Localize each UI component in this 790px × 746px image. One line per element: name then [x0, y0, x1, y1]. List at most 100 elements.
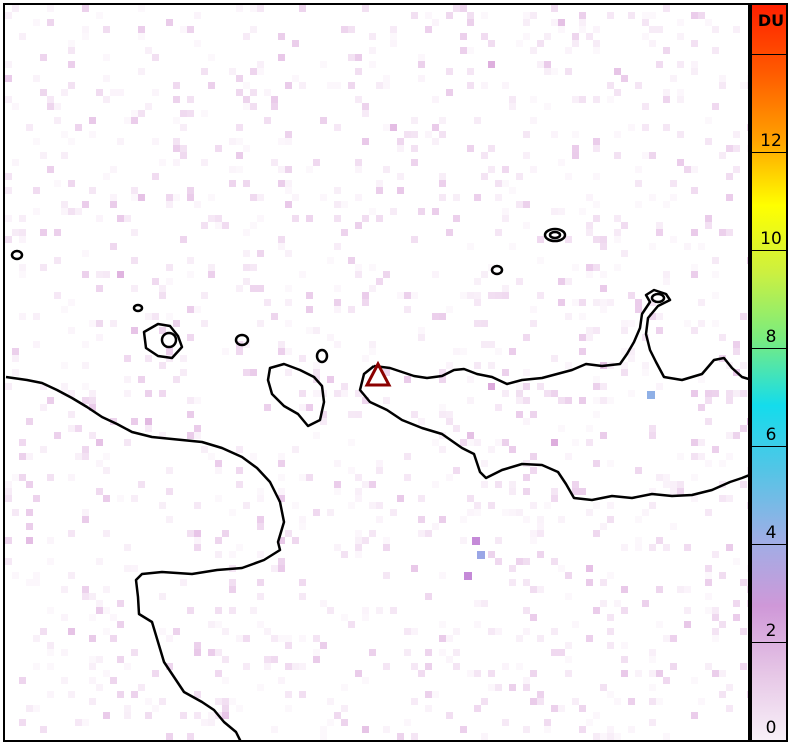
so2-pixel	[187, 397, 194, 404]
so2-pixel	[544, 68, 551, 75]
so2-pixel	[642, 600, 649, 607]
so2-pixel	[488, 61, 495, 68]
so2-pixel	[313, 656, 320, 663]
so2-pixel	[656, 61, 663, 68]
so2-pixel	[502, 663, 509, 670]
so2-pixel	[68, 208, 75, 215]
so2-pixel	[439, 131, 446, 138]
so2-pixel	[691, 327, 698, 334]
so2-pixel	[110, 166, 117, 173]
so2-pixel	[131, 565, 138, 572]
so2-pixel	[145, 712, 152, 719]
so2-pixel	[138, 684, 145, 691]
so2-pixel	[285, 180, 292, 187]
so2-pixel	[131, 194, 138, 201]
so2-pixel	[180, 236, 187, 243]
so2-pixel	[579, 488, 586, 495]
so2-pixel	[96, 600, 103, 607]
so2-pixel	[159, 432, 166, 439]
so2-pixel	[621, 544, 628, 551]
so2-pixel	[334, 243, 341, 250]
so2-pixel	[467, 243, 474, 250]
so2-pixel	[82, 201, 89, 208]
so2-pixel	[257, 320, 264, 327]
so2-pixel	[600, 600, 607, 607]
so2-pixel	[586, 229, 593, 236]
so2-pixel	[341, 229, 348, 236]
so2-pixel	[243, 82, 250, 89]
so2-pixel	[558, 26, 565, 33]
so2-pixel	[187, 411, 194, 418]
so2-pixel	[5, 558, 12, 565]
so2-pixel	[187, 334, 194, 341]
so2-pixel	[222, 698, 229, 705]
so2-pixel	[558, 299, 565, 306]
so2-pixel	[166, 19, 173, 26]
so2-pixel	[537, 586, 544, 593]
so2-pixel	[670, 635, 677, 642]
so2-pixel	[362, 397, 369, 404]
so2-pixel	[61, 208, 68, 215]
so2-pixel	[670, 523, 677, 530]
so2-pixel	[523, 726, 530, 733]
so2-pixel	[705, 222, 712, 229]
so2-pixel	[628, 698, 635, 705]
so2-pixel	[68, 530, 75, 537]
so2-pixel	[5, 481, 12, 488]
so2-pixel	[649, 194, 656, 201]
so2-pixel	[726, 397, 733, 404]
so2-pixel	[446, 68, 453, 75]
so2-pixel	[411, 131, 418, 138]
so2-pixel	[579, 208, 586, 215]
so2-pixel	[40, 152, 47, 159]
so2-pixel	[243, 145, 250, 152]
so2-pixel	[96, 439, 103, 446]
so2-pixel	[96, 12, 103, 19]
so2-pixel	[110, 89, 117, 96]
so2-pixel	[614, 236, 621, 243]
so2-pixel	[145, 313, 152, 320]
so2-pixel	[502, 82, 509, 89]
so2-pixel	[481, 33, 488, 40]
so2-pixel	[740, 663, 747, 670]
so2-pixel	[82, 446, 89, 453]
so2-pixel	[656, 222, 663, 229]
so2-pixel	[278, 348, 285, 355]
so2-pixel	[264, 628, 271, 635]
so2-pixel	[33, 495, 40, 502]
so2-pixel	[26, 509, 33, 516]
so2-pixel	[348, 82, 355, 89]
so2-pixel	[362, 614, 369, 621]
so2-pixel	[600, 579, 607, 586]
island	[10, 249, 24, 261]
so2-pixel	[705, 579, 712, 586]
so2-pixel	[712, 551, 719, 558]
so2-pixel	[215, 607, 222, 614]
so2-pixel	[362, 138, 369, 145]
so2-pixel	[82, 397, 89, 404]
so2-pixel	[320, 600, 327, 607]
so2-pixel	[68, 47, 75, 54]
so2-pixel	[719, 670, 726, 677]
so2-pixel	[47, 642, 54, 649]
so2-pixel	[488, 362, 495, 369]
so2-pixel	[33, 635, 40, 642]
so2-pixel	[593, 138, 600, 145]
so2-pixel	[460, 726, 467, 733]
so2-pixel	[474, 278, 481, 285]
so2-pixel	[551, 628, 558, 635]
so2-pixel	[362, 5, 369, 12]
so2-pixel	[222, 222, 229, 229]
so2-pixel	[68, 572, 75, 579]
so2-pixel	[656, 621, 663, 628]
so2-pixel	[439, 572, 446, 579]
so2-pixel	[593, 397, 600, 404]
so2-pixel	[649, 670, 656, 677]
so2-pixel	[656, 229, 663, 236]
so2-pixel	[670, 663, 677, 670]
so2-pixel	[285, 663, 292, 670]
so2-pixel	[495, 194, 502, 201]
island	[132, 303, 144, 313]
so2-pixel	[89, 187, 96, 194]
so2-pixel	[390, 40, 397, 47]
